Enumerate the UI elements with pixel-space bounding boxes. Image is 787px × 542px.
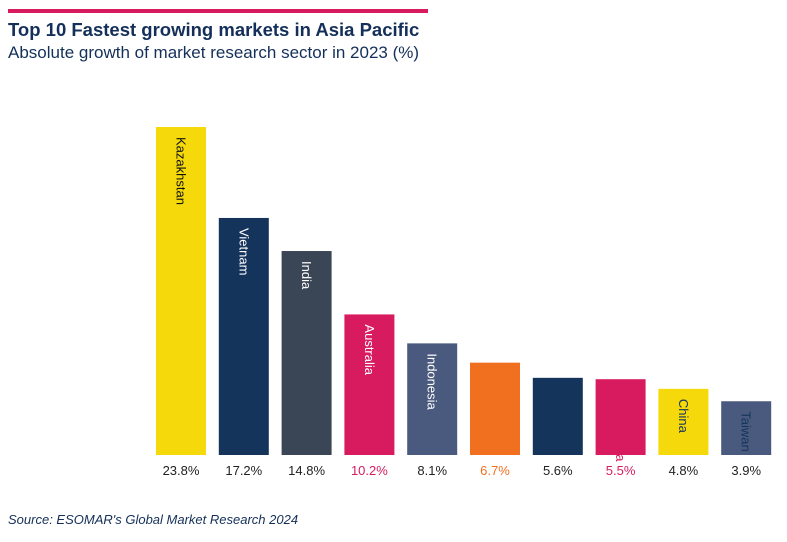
value-label-new-zealand: 6.7% [480, 463, 510, 478]
category-label-china: China [676, 399, 691, 434]
value-label-australia: 10.2% [351, 463, 388, 478]
value-label-taiwan: 3.9% [731, 463, 761, 478]
category-label-south-korea: South Korea [613, 389, 628, 462]
category-label-australia: Australia [362, 324, 377, 375]
value-label-india: 14.8% [288, 463, 325, 478]
category-label-thailand: Thailand [550, 388, 565, 438]
value-label-thailand: 5.6% [543, 463, 573, 478]
bar-chart: Kazakhstan 23.8% Vietnam 17.2% India 14.8% Aus… [156, 127, 772, 478]
category-label-new-zealand: New Zealand [488, 373, 503, 450]
value-label-kazakhstan: 23.8% [163, 463, 200, 478]
bar-australia [344, 314, 395, 455]
value-label-south-korea: 5.5% [606, 463, 636, 478]
category-label-kazakhstan: Kazakhstan [174, 137, 189, 205]
category-label-taiwan: Taiwan [739, 411, 754, 451]
value-label-indonesia: 8.1% [417, 463, 447, 478]
bar-new-zealand [470, 362, 520, 455]
bar-kazakhstan [156, 127, 206, 455]
chart-title: Top 10 Fastest growing markets in Asia P… [8, 19, 420, 40]
chart-subtitle: Absolute growth of market research secto… [8, 43, 420, 62]
value-label-vietnam: 17.2% [225, 463, 262, 478]
bar-taiwan [721, 401, 772, 455]
bar-vietnam [218, 217, 269, 455]
bar-south-korea [595, 379, 646, 455]
category-label-india: India [299, 261, 314, 290]
bar-china [658, 388, 709, 455]
bar-indonesia [407, 343, 458, 455]
value-label-china: 4.8% [669, 463, 699, 478]
bar-thailand [532, 377, 583, 455]
source-note: Source: ESOMAR's Global Market Research … [8, 512, 299, 527]
category-label-vietnam: Vietnam [236, 228, 251, 275]
category-label-indonesia: Indonesia [425, 353, 440, 410]
title-accent-rule [8, 9, 428, 13]
bar-india [281, 251, 332, 455]
